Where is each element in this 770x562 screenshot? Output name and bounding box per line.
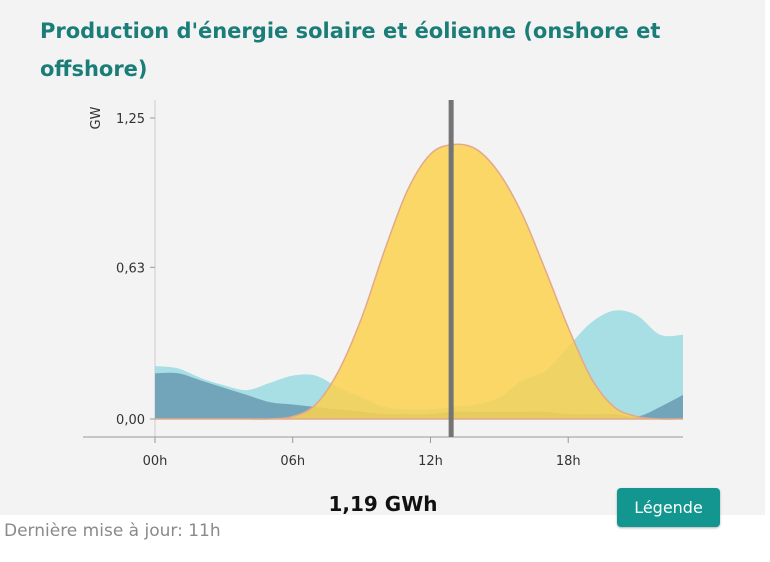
total-energy: 1,19 GWh — [328, 492, 438, 516]
x-tick-label: 18h — [556, 454, 581, 469]
x-tick-label: 06h — [280, 454, 305, 469]
chart-title: Production d'énergie solaire et éolienne… — [40, 19, 661, 81]
y-tick-label: 0,00 — [116, 413, 145, 428]
legend-button[interactable]: Légende — [617, 488, 720, 527]
x-tick-label: 12h — [418, 454, 443, 469]
area--olien-offshore — [155, 372, 683, 419]
production-chart[interactable]: 0,00 0,63 1,25 00h 06h 12h 18h GW — [0, 0, 770, 515]
area-solaire — [155, 143, 684, 420]
y-axis-label: GW — [89, 106, 104, 129]
y-tick-label: 0,63 — [116, 261, 145, 276]
y-tick-label: 1,25 — [116, 112, 145, 127]
x-tick-label: 00h — [143, 454, 168, 469]
last-update: Dernière mise à jour: 11h — [4, 521, 221, 541]
